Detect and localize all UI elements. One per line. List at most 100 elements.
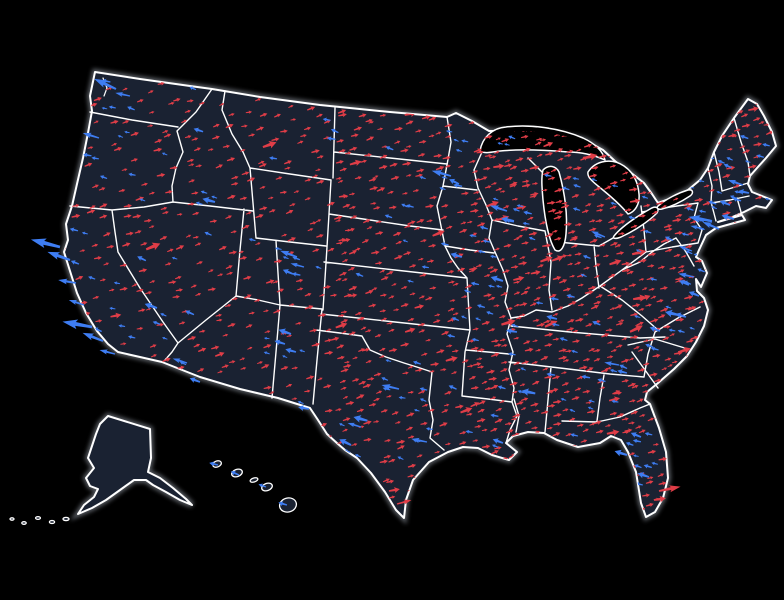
shift-arrow-right (436, 72, 454, 84)
shift-arrow-right (719, 369, 729, 377)
shift-arrow-right (449, 81, 457, 87)
shift-arrow-left (307, 441, 316, 447)
shift-arrow-right (710, 488, 720, 495)
shift-arrow-right (497, 490, 507, 497)
shift-arrow-right (590, 73, 599, 80)
shift-arrow-right (735, 526, 743, 531)
shift-arrow-right (560, 481, 569, 487)
shift-arrow-right (167, 380, 175, 387)
shift-arrow-right (652, 121, 662, 129)
shift-arrow-right (617, 467, 626, 473)
shift-arrow-right (249, 436, 257, 442)
contiguous-us-landmass (63, 71, 777, 519)
shift-arrow-right (388, 65, 396, 71)
shift-arrow-right (412, 72, 419, 76)
shift-arrow-right (716, 522, 723, 527)
shift-arrow-right (582, 113, 591, 119)
shift-arrow-right (759, 302, 768, 308)
shift-arrow-right (488, 463, 497, 470)
shift-arrow-right (348, 517, 357, 518)
shift-arrow-right (574, 106, 582, 112)
shift-arrow-left (657, 173, 668, 181)
shift-arrow-right (616, 73, 624, 80)
shift-arrow-right (524, 467, 533, 474)
shift-arrow-right (470, 72, 479, 73)
shift-arrow-right (677, 419, 685, 425)
shift-arrow-right (184, 62, 193, 68)
shift-arrow-right (363, 61, 371, 67)
shift-arrow-right (579, 75, 586, 80)
shift-arrow-right (175, 379, 184, 385)
shift-arrow-right (395, 96, 403, 102)
shift-arrow-left (650, 81, 661, 90)
shift-arrow-right (661, 506, 668, 512)
shift-arrow-right (265, 430, 272, 436)
shift-arrow-right (700, 472, 710, 480)
shift-arrow-right (754, 90, 762, 96)
shift-arrow-left (729, 325, 739, 333)
shift-arrow-left (652, 169, 662, 176)
shift-arrow-right (521, 472, 530, 478)
shift-arrow-right (712, 91, 729, 104)
shift-arrow-right (323, 73, 333, 81)
shift-arrow-right (415, 513, 424, 518)
shift-arrow-right (447, 500, 457, 508)
shift-arrow-right (588, 101, 597, 107)
shift-arrow-left (679, 483, 689, 490)
shift-arrow-right (425, 509, 435, 516)
shift-arrow-right (624, 103, 636, 113)
shift-arrow-right (52, 194, 60, 200)
shift-arrow-right (716, 499, 724, 506)
shift-arrow-right (573, 457, 583, 465)
shift-arrow-left (719, 344, 726, 348)
shift-arrow-left (382, 525, 392, 533)
shift-arrow-left (469, 102, 480, 110)
shift-arrow-right (478, 503, 488, 510)
shift-arrow-left (745, 381, 759, 392)
shift-arrow-right (507, 473, 517, 481)
shift-arrow-left (731, 461, 742, 468)
shift-arrow-right (745, 339, 753, 346)
shift-arrow-right (603, 479, 612, 486)
shift-arrow-left (68, 369, 77, 376)
shift-arrow-right (626, 125, 634, 131)
shift-arrow-right (714, 375, 724, 384)
shift-arrow-right (657, 57, 664, 62)
shift-arrow-right (720, 448, 730, 456)
shift-arrow-right (609, 72, 619, 77)
shift-arrow-right (653, 113, 664, 123)
shift-arrow-right (501, 93, 511, 100)
shift-arrow-right (193, 76, 201, 82)
shift-arrow-right (754, 424, 761, 429)
shift-arrow-right (666, 434, 676, 441)
shift-arrow-right (541, 83, 548, 88)
shift-arrow-right (565, 90, 576, 99)
shift-arrow-right (658, 146, 666, 152)
shift-arrow-right (745, 501, 754, 508)
shift-arrow-right (743, 496, 752, 502)
shift-arrow-right (418, 57, 427, 64)
shift-arrow-right (342, 485, 349, 490)
shift-arrow-right (499, 480, 508, 486)
shift-arrow-right (619, 509, 626, 514)
shift-arrow-right (510, 59, 518, 65)
shift-arrow-right (77, 54, 84, 60)
shift-arrow-right (744, 235, 754, 242)
shift-arrow-right (703, 382, 710, 388)
shift-arrow-right (685, 159, 695, 166)
shift-arrow-left (761, 214, 770, 221)
shift-arrow-right (259, 73, 267, 79)
shift-arrow-right (339, 456, 350, 463)
shift-arrow-right (57, 338, 64, 343)
shift-arrow-right (617, 141, 628, 150)
shift-arrow-right (712, 453, 720, 459)
shift-arrow-right (679, 528, 688, 534)
shift-arrow-right (700, 72, 709, 74)
shift-arrow-right (673, 441, 682, 449)
shift-arrow-right (758, 459, 767, 465)
shift-arrow-left (683, 172, 694, 180)
shift-arrow-left (603, 99, 612, 106)
shift-arrow-left (80, 54, 88, 60)
shift-arrow-right (705, 483, 714, 490)
shift-arrow-right (746, 268, 756, 274)
